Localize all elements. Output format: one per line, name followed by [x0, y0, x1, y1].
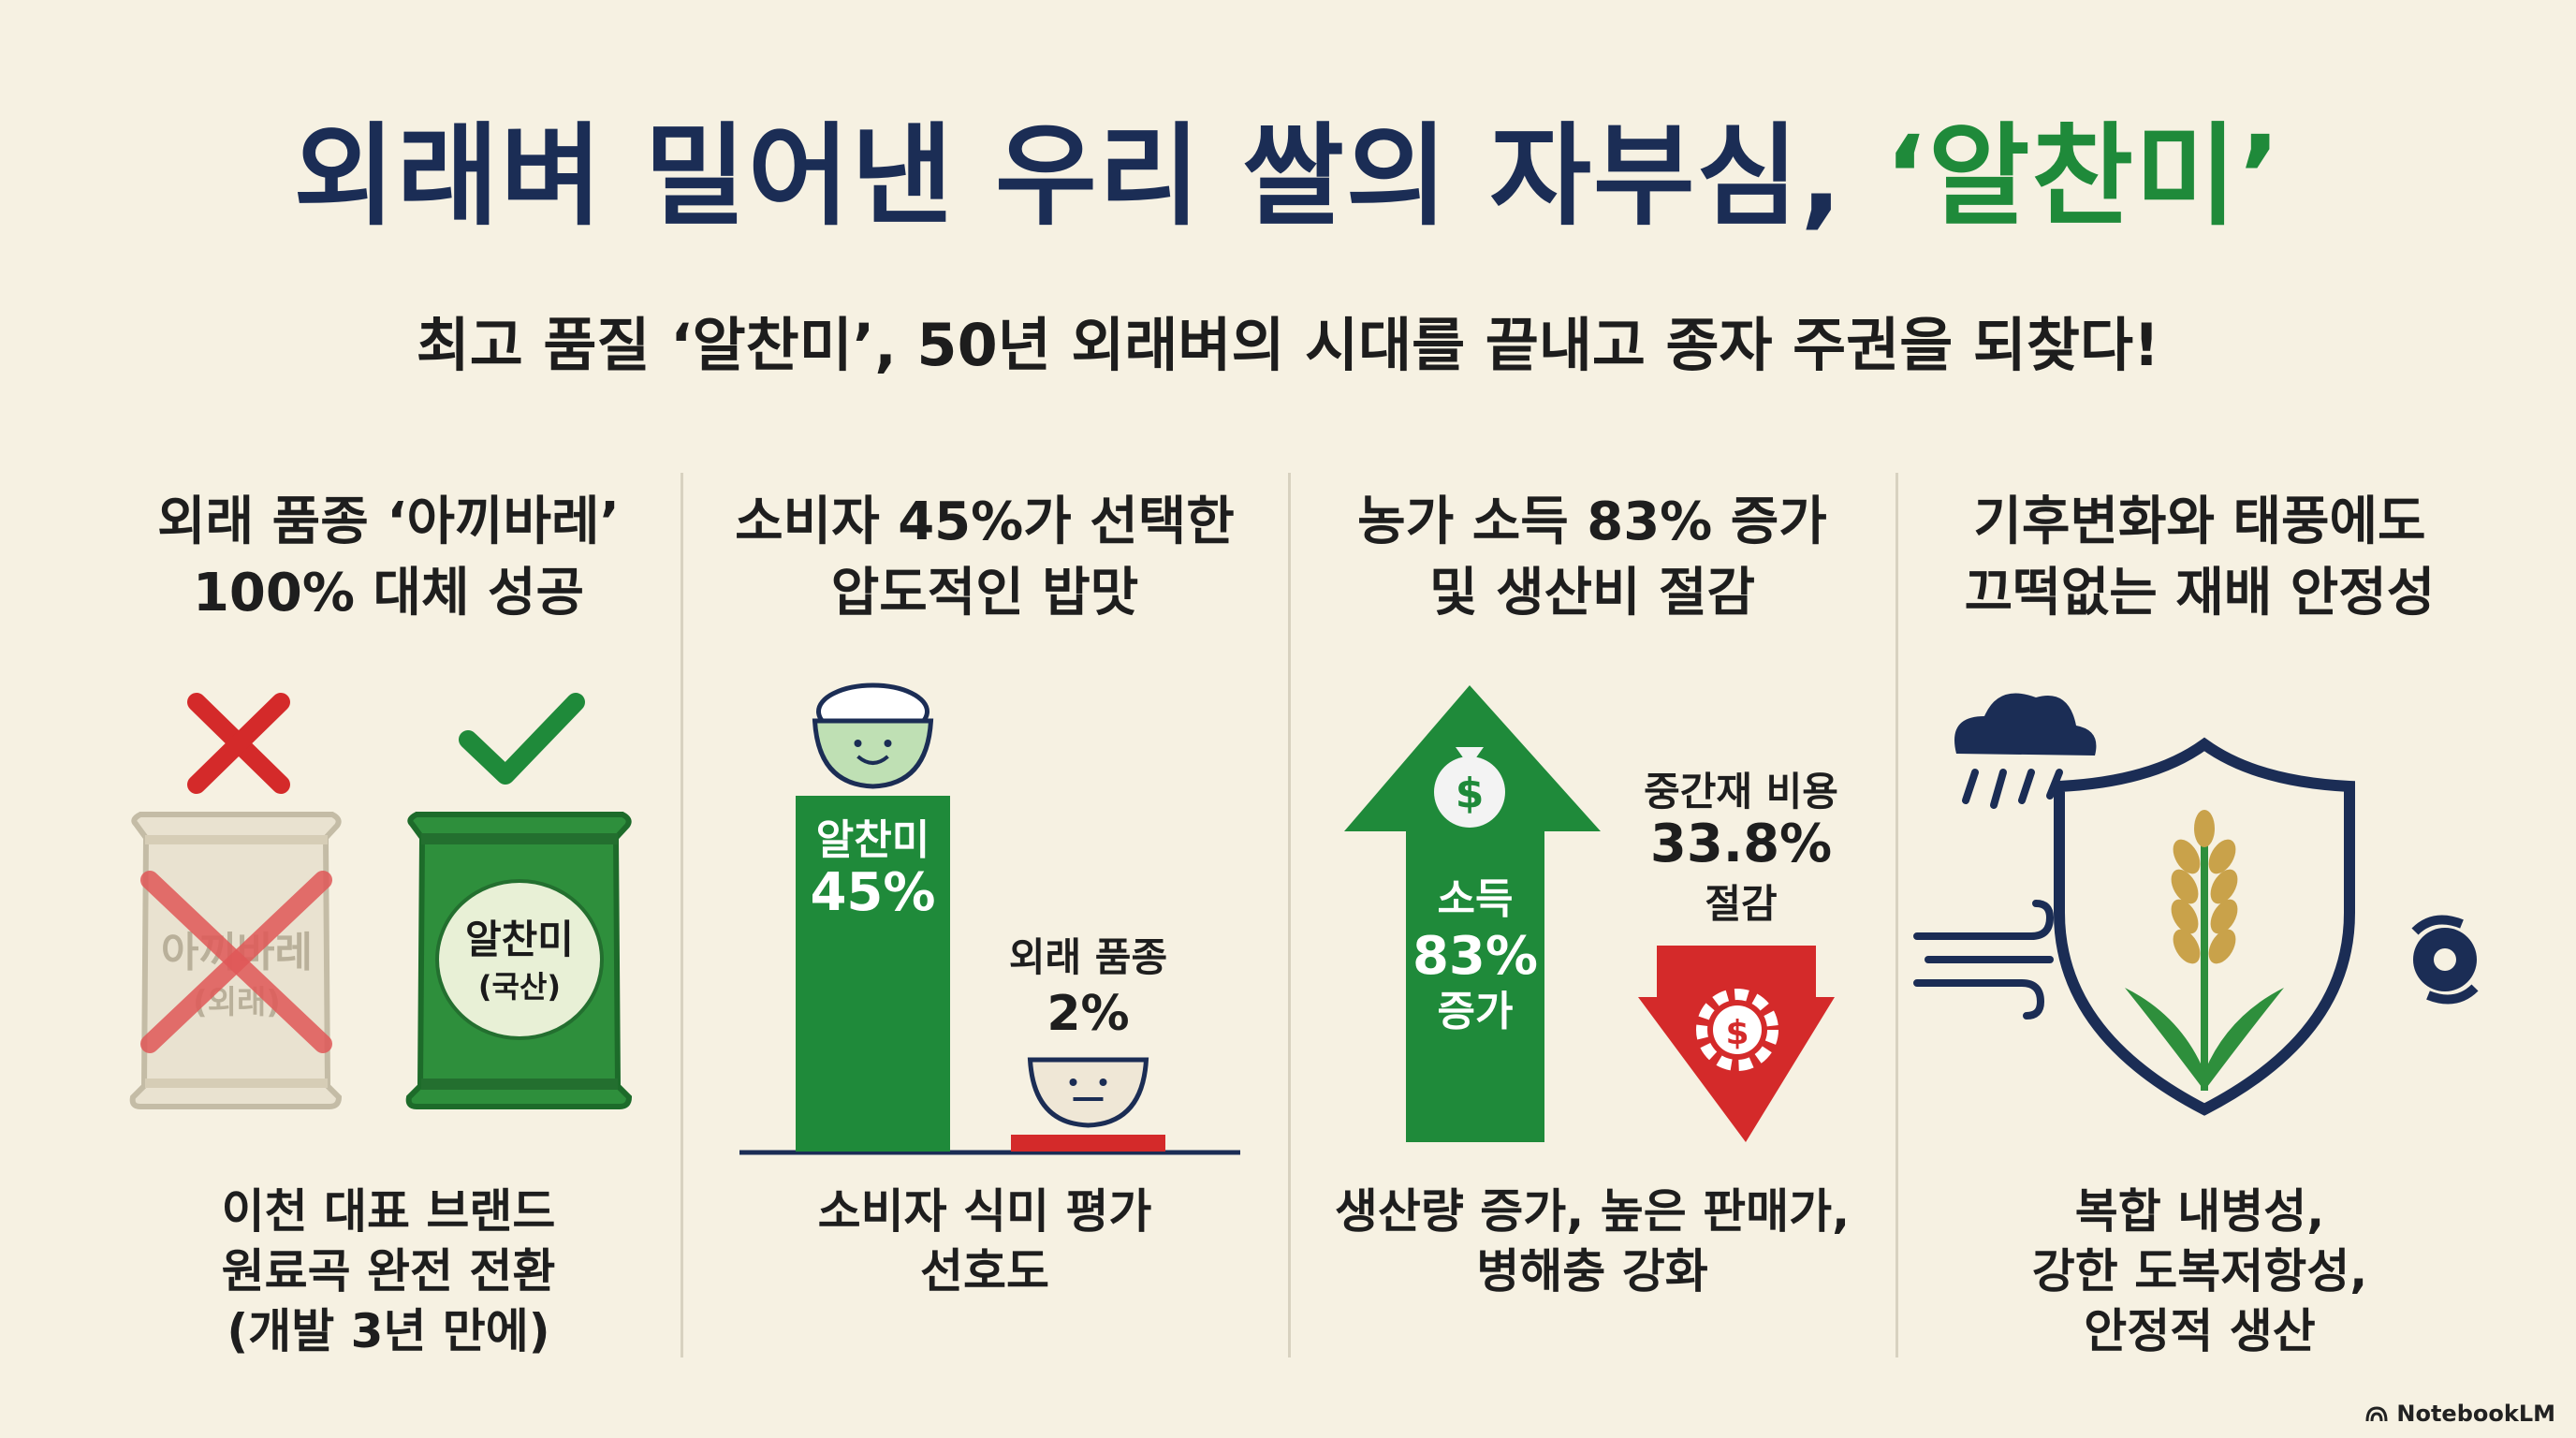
brand-label: NotebookLM [2396, 1401, 2555, 1427]
income-cost-arrows: $ 소득 83% 증가 중간재 비용 33.8% 절감 $ [1344, 685, 1838, 1142]
cost-label: 중간재 비용 [1644, 769, 1838, 814]
title-accent: ‘알찬미’ [1884, 111, 2283, 241]
col3-footer-line2: 병해충 강화 [1476, 1244, 1708, 1299]
bar-alchanmi [796, 796, 950, 1152]
income-value: 83% [1412, 926, 1538, 987]
domestic-bag-origin: (국산) [478, 969, 561, 1005]
col1-footer-line3: (개발 3년 만에) [227, 1304, 550, 1358]
col4-footer-line1: 복합 내병성, [2074, 1184, 2325, 1239]
col2-heading: 소비자 45%가 선택한 압도적인 밥맛 [685, 487, 1284, 629]
cost-gear-icon: $ [1696, 989, 1778, 1071]
page-title: 외래벼 밀어낸 우리 쌀의 자부심, ‘알찬미’ [0, 86, 2576, 246]
col3-heading-line1: 농가 소득 83% 증가 [1357, 492, 1827, 552]
notebooklm-logo-icon [2365, 1406, 2388, 1422]
col1-footer-line2: 원료곡 완전 전환 [221, 1244, 556, 1299]
shield-icon [2054, 737, 2355, 1116]
svg-text:$: $ [1725, 1014, 1749, 1052]
wind-icon [1913, 900, 2055, 1020]
rice-plant-icon [2125, 810, 2284, 1091]
cost-down-arrow: 중간재 비용 33.8% 절감 $ [1638, 769, 1838, 1142]
col1-footer-line1: 이천 대표 브랜드 [221, 1184, 556, 1239]
col4-footer-line3: 안정적 생산 [2084, 1304, 2316, 1358]
cross-mark-icon [187, 693, 290, 794]
col4-footer: 복합 내병성, 강한 도복저항성, 안정적 생산 [1900, 1181, 2499, 1361]
col3-heading: 농가 소득 83% 증가 및 생산비 절감 [1293, 487, 1892, 629]
col1-footer: 이천 대표 브랜드 원료곡 완전 전환 (개발 3년 만에) [89, 1181, 688, 1361]
col1-heading-line2: 100% 대체 성공 [192, 563, 585, 624]
income-label: 소득 [1438, 875, 1514, 923]
money-bag-icon: $ [1434, 747, 1505, 828]
neutral-rice-bowl-icon [1027, 1057, 1149, 1128]
column-divider [681, 473, 683, 1357]
climate-resilience-illustration [1913, 693, 2479, 1116]
col1-heading: 외래 품종 ‘아끼바레’ 100% 대체 성공 [89, 487, 688, 629]
foreign-rice-bag: 아끼바레 (외래) [129, 812, 343, 1109]
typhoon-icon [2411, 915, 2479, 1005]
rice-bag-comparison: 아끼바레 (외래) 알찬미 (국산) [129, 693, 633, 1109]
bar-value-label: 2% [1046, 986, 1129, 1042]
bar-foreign [1011, 1135, 1165, 1152]
cost-value: 33.8% [1650, 814, 1832, 874]
cost-suffix: 절감 [1705, 881, 1777, 927]
domestic-bag-name: 알찬미 [465, 917, 574, 962]
title-main: 외래벼 밀어낸 우리 쌀의 자부심, [293, 111, 1885, 241]
col2-heading-line2: 압도적인 밥맛 [830, 563, 1139, 624]
column-divider [1895, 473, 1898, 1357]
bar-value-label: 45% [810, 862, 935, 923]
col2-heading-line1: 소비자 45%가 선택한 [735, 492, 1235, 552]
col3-heading-line2: 및 생산비 절감 [1428, 563, 1756, 624]
col2-footer: 소비자 식미 평가 선호도 [685, 1181, 1284, 1301]
col3-footer-line1: 생산량 증가, 높은 판매가, [1334, 1184, 1851, 1239]
column-divider [1288, 473, 1291, 1357]
col4-heading-line2: 끄떡없는 재배 안정성 [1964, 563, 2436, 624]
col2-footer-line2: 선호도 [920, 1244, 1049, 1299]
col4-heading-line1: 기후변화와 태풍에도 [1973, 492, 2426, 552]
domestic-rice-bag: 알찬미 (국산) [405, 812, 633, 1109]
col1-heading-line1: 외래 품종 ‘아끼바레’ [157, 492, 620, 552]
bar-category-label: 외래 품종 [1009, 934, 1167, 980]
brand-mark: NotebookLM [2364, 1401, 2555, 1427]
col4-heading: 기후변화와 태풍에도 끄떡없는 재배 안정성 [1900, 487, 2499, 629]
col3-footer: 생산량 증가, 높은 판매가, 병해충 강화 [1293, 1181, 1892, 1301]
col2-footer-line1: 소비자 식미 평가 [817, 1184, 1152, 1239]
income-up-arrow: $ 소득 83% 증가 [1344, 685, 1601, 1142]
income-suffix: 증가 [1438, 988, 1514, 1035]
svg-text:$: $ [1456, 770, 1485, 817]
col4-footer-line2: 강한 도복저항성, [2031, 1244, 2368, 1299]
bar-category-label: 알찬미 [816, 816, 929, 864]
page-subtitle: 최고 품질 ‘알찬미’, 50년 외래벼의 시대를 끝내고 종자 주권을 되찾다… [416, 311, 2160, 379]
happy-rice-bowl-icon [812, 682, 934, 789]
check-mark-icon [459, 693, 585, 785]
